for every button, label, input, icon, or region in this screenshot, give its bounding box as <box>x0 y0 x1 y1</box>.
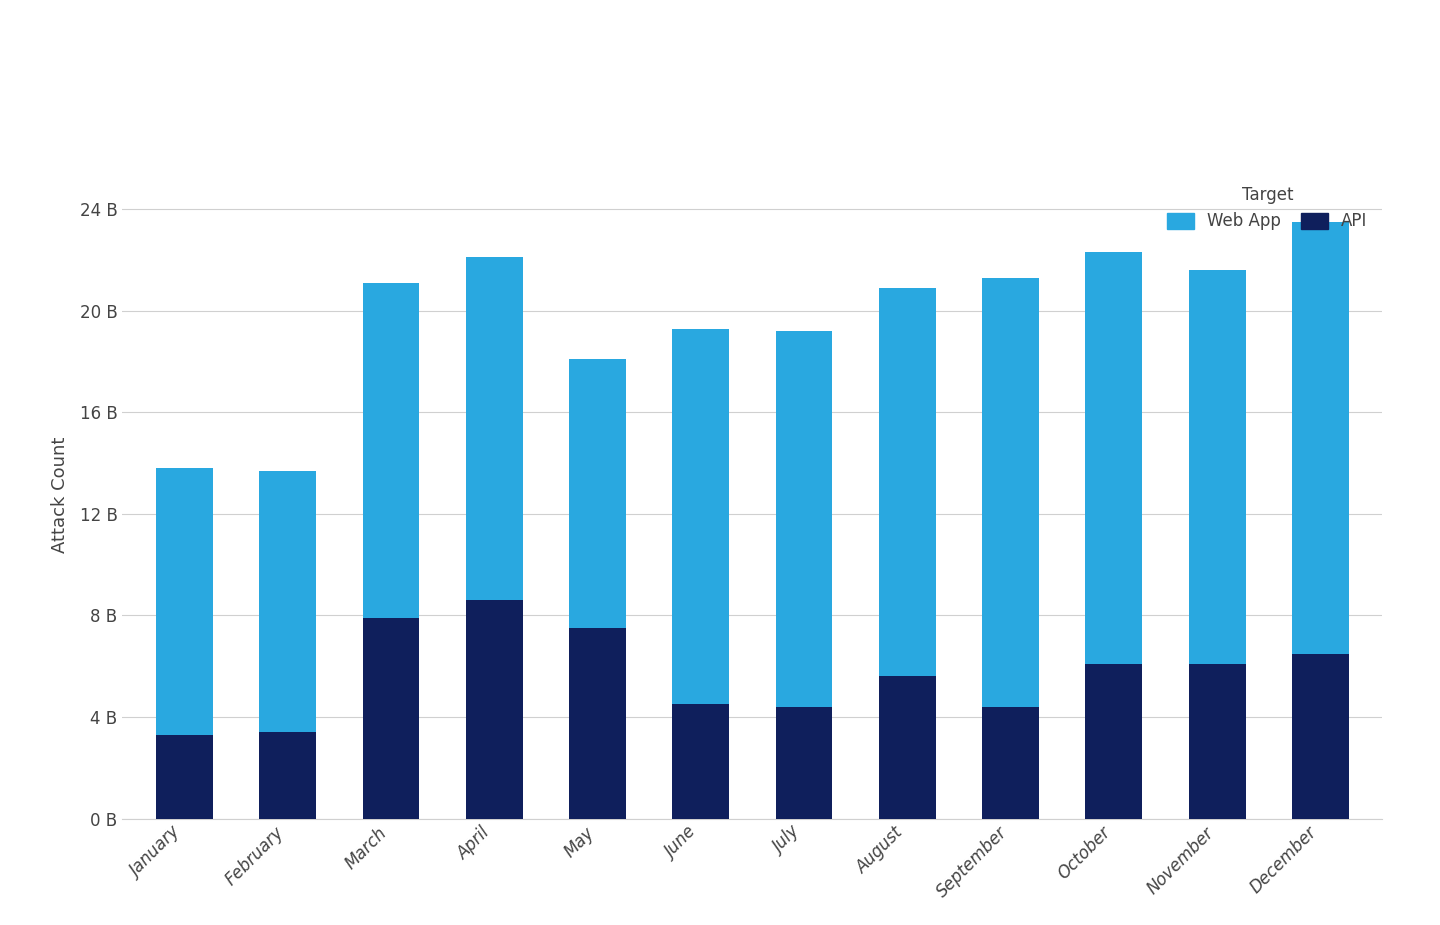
Bar <box>156 734 213 819</box>
Text: January 1, 2023 – December 31, 2023: January 1, 2023 – December 31, 2023 <box>40 95 410 114</box>
Bar <box>569 628 626 819</box>
Legend: Web App, API: Web App, API <box>1161 179 1374 237</box>
Y-axis label: Attack Count: Attack Count <box>50 437 69 553</box>
Bar <box>1292 654 1349 819</box>
Bar <box>1086 664 1142 819</box>
Bar <box>878 676 936 819</box>
Bar <box>672 328 729 704</box>
Bar <box>1189 270 1246 664</box>
Bar <box>776 707 832 819</box>
Bar <box>259 733 315 819</box>
Bar <box>982 707 1040 819</box>
Text: API Monthly Web Attacks: API Monthly Web Attacks <box>40 33 516 66</box>
Bar <box>878 288 936 676</box>
Bar <box>363 283 419 618</box>
Bar <box>1189 664 1246 819</box>
Bar <box>1086 253 1142 664</box>
Bar <box>672 704 729 819</box>
Bar <box>259 471 315 733</box>
Bar <box>465 257 523 600</box>
Bar <box>776 331 832 707</box>
Text: Akamai: Akamai <box>1331 54 1440 80</box>
Bar <box>465 600 523 819</box>
Bar <box>1292 222 1349 654</box>
Bar <box>363 618 419 819</box>
Bar <box>569 359 626 628</box>
Bar <box>982 278 1040 707</box>
Bar <box>156 468 213 734</box>
